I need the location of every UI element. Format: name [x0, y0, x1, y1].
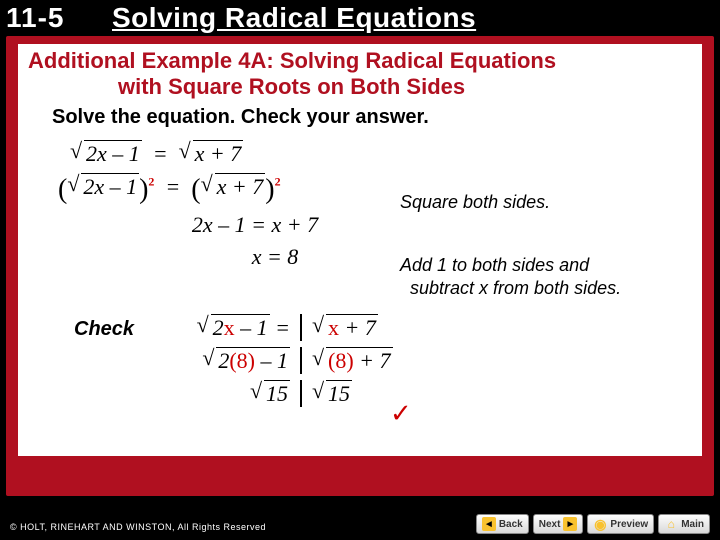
- note2-line2: subtract x from both sides.: [410, 278, 621, 298]
- example-title-line2: with Square Roots on Both Sides: [118, 74, 465, 100]
- check-label: Check: [74, 318, 134, 341]
- equation-steps: 2x – 1 = x + 7 (2x – 1)2 = (x + 7)2 2x –…: [70, 140, 410, 276]
- lhs-radicand-1: 2x – 1: [84, 140, 142, 167]
- preview-label: Preview: [610, 519, 648, 530]
- equation-line-2: (2x – 1)2 = (x + 7)2: [58, 173, 410, 206]
- main-label: Main: [681, 519, 704, 530]
- copyright-text: © HOLT, RINEHART AND WINSTON, All Rights…: [10, 522, 266, 532]
- rhs-radicand-2: x + 7: [215, 173, 266, 200]
- next-label: Next: [539, 519, 561, 530]
- lhs-radicand-2: 2x – 1: [81, 173, 139, 200]
- note2-line1: Add 1 to both sides and: [400, 255, 589, 275]
- back-label: Back: [499, 519, 523, 530]
- step-note-1: Square both sides.: [400, 192, 550, 213]
- preview-button[interactable]: ◉ Preview: [587, 514, 654, 534]
- rhs-radicand-1: x + 7: [193, 140, 244, 167]
- main-button[interactable]: ⌂ Main: [658, 514, 710, 534]
- main-icon: ⌂: [664, 517, 678, 531]
- equation-line-4: x = 8: [140, 244, 410, 270]
- step-note-2: Add 1 to both sides and subtract x from …: [400, 254, 700, 299]
- back-icon: ◄: [482, 517, 496, 531]
- preview-icon: ◉: [593, 517, 607, 531]
- equation-line-3: 2x – 1 = x + 7: [100, 212, 410, 238]
- example-title-line1: Additional Example 4A: Solving Radical E…: [28, 48, 698, 74]
- nav-bar: ◄ Back Next ► ◉ Preview ⌂ Main: [476, 514, 710, 534]
- next-icon: ►: [563, 517, 577, 531]
- next-button[interactable]: Next ►: [533, 514, 584, 534]
- lesson-title: Solving Radical Equations: [112, 2, 476, 34]
- check-row-2: 2(8) – 1 (8) + 7: [170, 347, 430, 374]
- chapter-number: 11-5: [6, 2, 65, 34]
- prompt-text: Solve the equation. Check your answer.: [52, 106, 429, 129]
- checkmark-icon: ✓: [390, 398, 412, 429]
- check-row-1: 2x – 1 = x + 7: [170, 314, 430, 341]
- back-button[interactable]: ◄ Back: [476, 514, 529, 534]
- equation-line-1: 2x – 1 = x + 7: [70, 140, 410, 167]
